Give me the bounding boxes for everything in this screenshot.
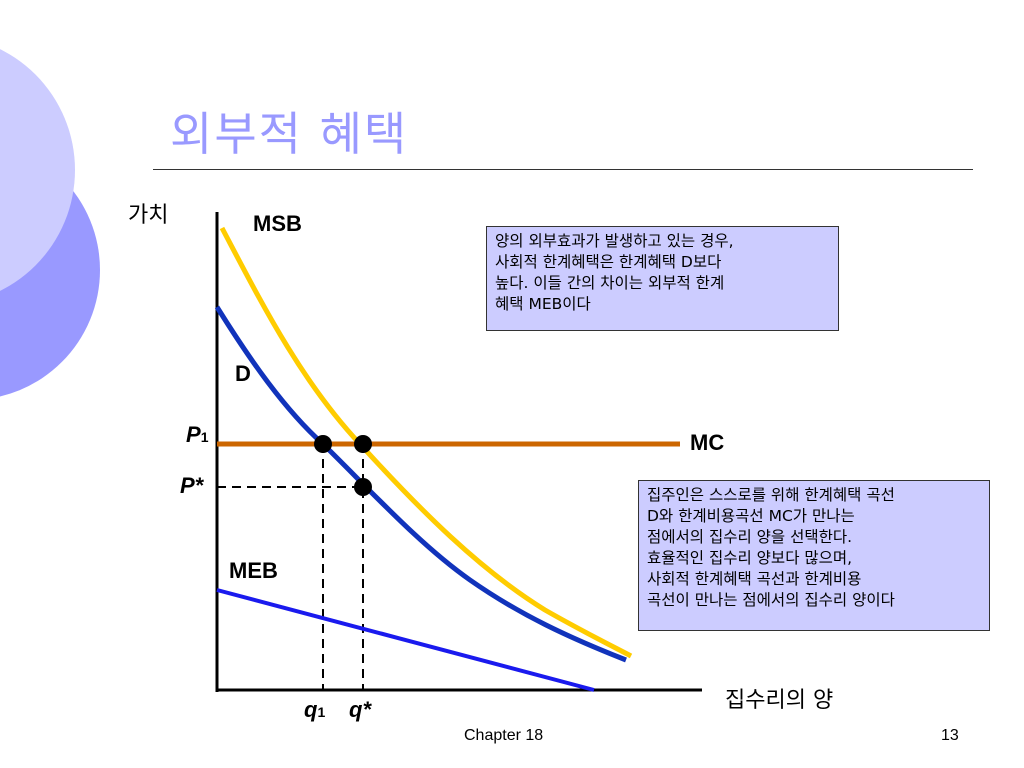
qstar-d-point xyxy=(354,478,372,496)
q1-equilibrium-point xyxy=(314,435,332,453)
slide-title: 외부적 혜택 xyxy=(170,107,409,161)
note-homeowner-choice: 집주인은 스스로를 위해 한계혜택 곡선 D와 한계비용곡선 MC가 만나는 점… xyxy=(638,480,990,631)
msb-curve xyxy=(219,226,633,659)
meb-line xyxy=(216,588,595,692)
note-positive-externality: 양의 외부효과가 발생하고 있는 경우, 사회적 한계혜택은 한계혜택 D보다 … xyxy=(486,226,839,331)
pstar-label: P* xyxy=(180,473,204,498)
page-number: 13 xyxy=(941,727,959,744)
qstar-msb-mc-point xyxy=(354,435,372,453)
y-axis-label: 가치 xyxy=(128,203,169,228)
meb-label: MEB xyxy=(229,558,278,583)
decor-circle-front xyxy=(0,49,75,291)
mc-label: MC xyxy=(690,430,725,455)
qstar-label: q* xyxy=(349,697,371,722)
footer-chapter: Chapter 18 xyxy=(464,727,544,744)
d-curve xyxy=(214,305,627,663)
title-divider xyxy=(153,169,973,170)
msb-label: MSB xyxy=(253,211,302,236)
p1-label: P1 xyxy=(186,422,209,447)
d-label: D xyxy=(235,361,251,386)
x-axis-label: 집수리의 양 xyxy=(725,688,834,713)
q1-label: q1 xyxy=(304,697,326,722)
